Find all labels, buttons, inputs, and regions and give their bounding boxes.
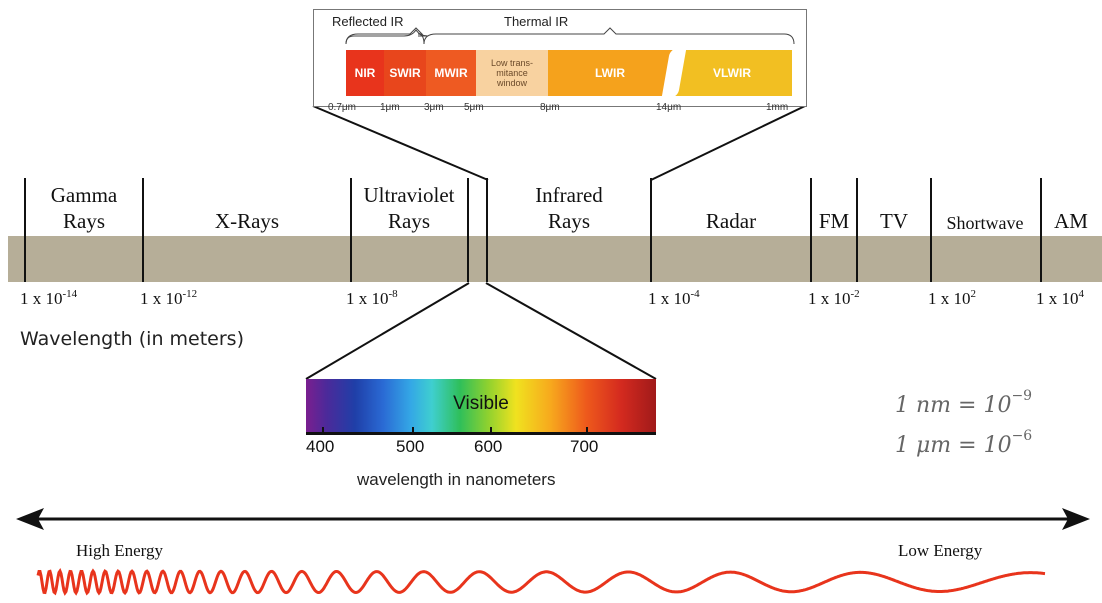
divider-visible-ir: [486, 178, 488, 282]
divider-radar-fm: [810, 178, 812, 282]
region-tv: TV: [880, 209, 908, 233]
divider-gamma-xray: [142, 178, 144, 282]
tick-1e-2: 1 x 10-2: [808, 288, 860, 308]
equation-um: 1 μm = 10−6: [895, 428, 1033, 458]
visible-tick-400: 400: [306, 437, 335, 456]
ir-braces: [345, 27, 795, 45]
ir-tick-1um: 1μm: [380, 102, 400, 113]
ir-seg-window: Low trans- mitance window: [476, 50, 548, 96]
region-ultraviolet: Ultraviolet Rays: [363, 183, 455, 233]
divider-fm-tv: [856, 178, 858, 282]
ir-inset: Reflected IR Thermal IR NIR SWIR MWIR Low t…: [313, 9, 807, 113]
reflected-ir-label: Reflected IR: [332, 14, 404, 29]
tick-1e-14: 1 x 10-14: [20, 288, 78, 308]
visible-tick-500: 500: [396, 437, 425, 456]
ir-connector-right: [650, 105, 806, 181]
visible-connector-right: [485, 282, 657, 380]
ir-seg-vlwir: VLWIR: [672, 50, 792, 96]
region-radar: Radar: [705, 209, 757, 233]
region-gamma: Gamma Rays: [50, 183, 118, 233]
thermal-ir-label: Thermal IR: [504, 14, 569, 29]
visible-tick-mark-500: [412, 427, 414, 435]
region-shortwave: Shortwave: [946, 213, 1024, 233]
visible-spectrum-bar: Visible: [306, 379, 656, 433]
ir-tick-5um: 5μm: [464, 102, 484, 113]
region-infrared: Infrared Rays: [535, 183, 603, 233]
divider-uv-visible: [467, 178, 469, 282]
visible-tick-mark-400: [322, 427, 324, 435]
ir-connector-left: [312, 105, 489, 181]
tick-1e4: 1 x 104: [1036, 288, 1084, 308]
divider-xray-uv: [350, 178, 352, 282]
divider-gamma-left: [24, 178, 26, 282]
equation-nm: 1 nm = 10−9: [895, 388, 1033, 418]
wavelength-axis-label: Wavelength (in meters): [20, 328, 244, 350]
divider-ir-radar: [650, 178, 652, 282]
ir-seg-mwir: MWIR: [426, 50, 476, 96]
ir-seg-swir: SWIR: [384, 50, 426, 96]
ir-tick-14um: 14μm: [656, 102, 682, 113]
spectrum-band: [8, 236, 1102, 282]
visible-title: Visible: [453, 393, 509, 414]
visible-tick-mark-700: [586, 427, 588, 435]
energy-arrow: [16, 508, 1090, 530]
tick-1e2: 1 x 102: [928, 288, 976, 308]
ir-tick-0-7um: 0.7μm: [328, 102, 356, 113]
ir-seg-nir: NIR: [346, 50, 384, 96]
ir-tick-8um: 8μm: [540, 102, 560, 113]
visible-tick-600: 600: [474, 437, 503, 456]
region-am: AM: [1054, 209, 1088, 233]
high-energy-label: High Energy: [76, 541, 164, 560]
region-fm: FM: [818, 209, 850, 233]
tick-1e-8: 1 x 10-8: [346, 288, 398, 308]
visible-tick-mark-600: [490, 427, 492, 435]
ir-tick-3um: 3μm: [424, 102, 444, 113]
ir-tick-1mm: 1mm: [766, 102, 789, 113]
divider-tv-shortwave: [930, 178, 932, 282]
tick-1e-4: 1 x 10-4: [648, 288, 700, 308]
frequency-wave: [36, 568, 1046, 596]
visible-tick-700: 700: [570, 437, 599, 456]
visible-axis-line: [306, 432, 656, 435]
visible-caption: wavelength in nanometers: [357, 470, 556, 489]
visible-connector-left: [305, 282, 470, 380]
low-energy-label: Low Energy: [898, 541, 983, 560]
ir-seg-lwir: LWIR: [548, 50, 672, 96]
tick-1e-12: 1 x 10-12: [140, 288, 198, 308]
divider-shortwave-am: [1040, 178, 1042, 282]
region-xrays: X-Rays: [214, 209, 280, 233]
